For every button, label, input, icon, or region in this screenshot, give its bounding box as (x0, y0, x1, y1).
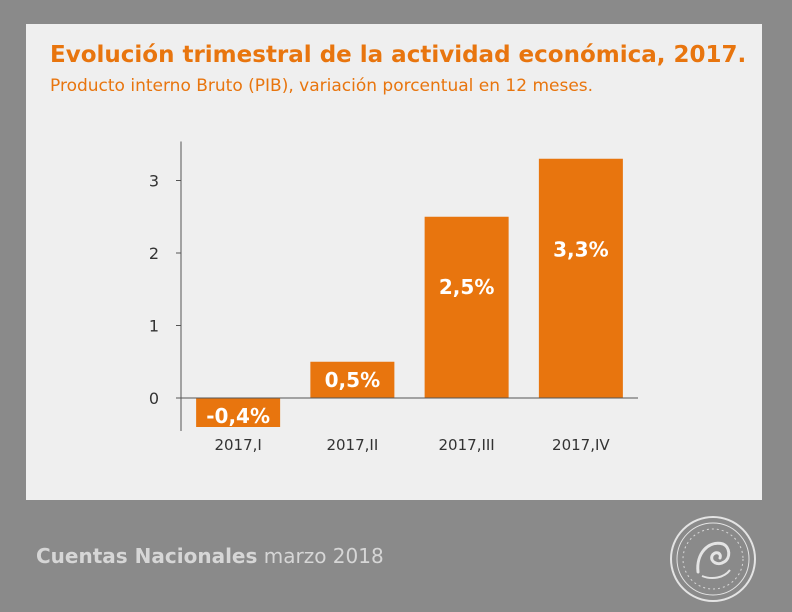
bar-data-label: 2,5% (439, 275, 494, 299)
seal-logo (670, 516, 756, 602)
chart-subtitle: Producto interno Bruto (PIB), variación … (50, 76, 594, 96)
y-tick-label: 2 (149, 244, 159, 263)
footer: Cuentas Nacionales marzo 2018 (36, 544, 384, 568)
x-tick-label: 2017,III (439, 436, 495, 454)
bar-data-label: -0,4% (206, 404, 270, 428)
bar-data-label: 0,5% (325, 368, 380, 392)
bar-data-label: 3,3% (553, 238, 608, 262)
x-tick-label: 2017,II (326, 436, 378, 454)
x-tick-label: 2017,IV (552, 436, 610, 454)
bar (424, 216, 509, 398)
y-tick-label: 0 (149, 389, 159, 408)
footer-date: marzo 2018 (263, 544, 384, 568)
footer-series-name: Cuentas Nacionales (36, 544, 258, 568)
y-tick-label: 3 (149, 172, 159, 191)
y-tick-label: 1 (149, 317, 159, 336)
bar (196, 398, 281, 427)
bar-chart: 0 1 2 3 -0,4% 2017,I 0,5% 2017,II 2,5% 2017,III 3,… (149, 141, 638, 454)
chart-panel: Evolución trimestral de la actividad eco… (26, 24, 762, 500)
chart-title: Evolución trimestral de la actividad eco… (50, 42, 747, 68)
x-tick-label: 2017,I (214, 436, 261, 454)
bar (538, 158, 623, 398)
bar (310, 361, 395, 398)
